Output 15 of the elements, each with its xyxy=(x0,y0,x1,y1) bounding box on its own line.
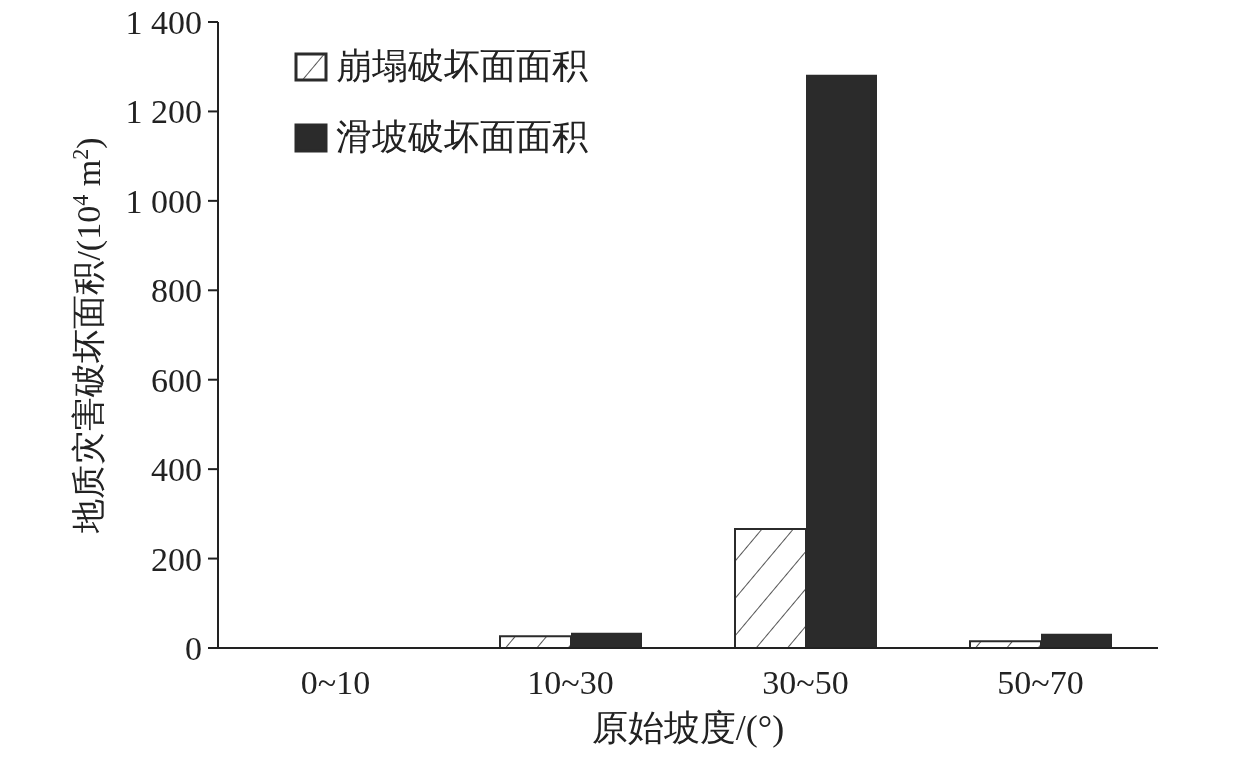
y-tick-label: 400 xyxy=(151,451,202,489)
legend-label: 滑坡破坏面面积 xyxy=(336,116,588,159)
x-tick-label: 50~70 xyxy=(997,664,1084,702)
y-tick-label: 200 xyxy=(151,540,202,578)
x-axis-title: 原始坡度/(°) xyxy=(591,708,785,748)
y-tick-label: 1 400 xyxy=(125,4,202,42)
x-tick-label: 0~10 xyxy=(300,664,371,702)
x-tick-label: 10~30 xyxy=(527,664,614,702)
y-tick-label: 600 xyxy=(151,361,202,399)
y-tick-label: 800 xyxy=(151,272,202,310)
y-tick-label: 0 xyxy=(185,630,202,668)
y-tick-label: 1 200 xyxy=(125,93,202,131)
legend-label: 崩塌破坏面面积 xyxy=(336,45,588,88)
y-tick-label: 1 000 xyxy=(125,182,202,220)
x-tick-label: 30~50 xyxy=(762,664,849,702)
